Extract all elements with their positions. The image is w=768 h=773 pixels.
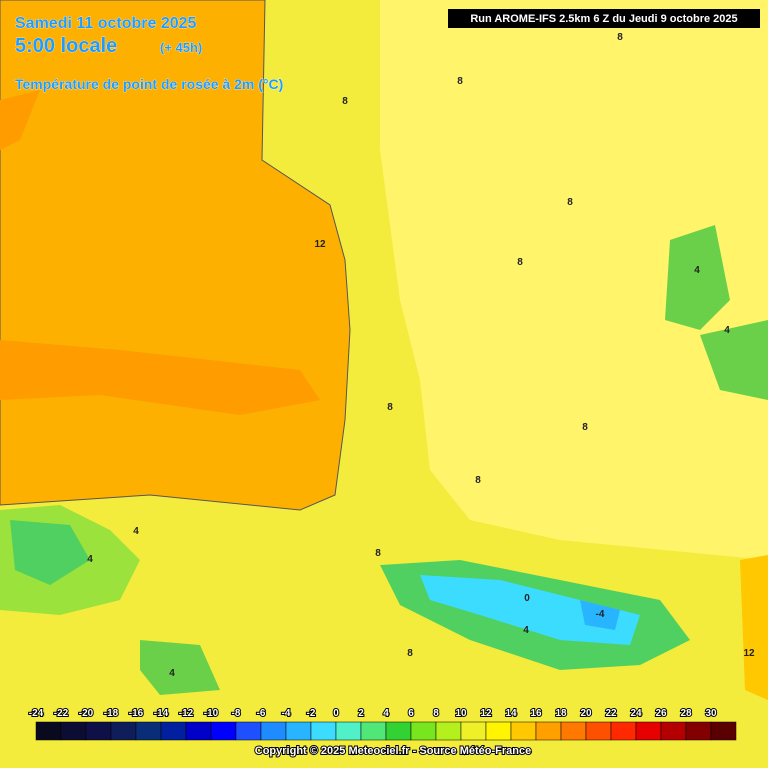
legend-swatch — [335, 721, 362, 741]
run-info: Run AROME-IFS 2.5km 6 Z du Jeudi 9 octob… — [470, 13, 737, 25]
land-light — [380, 0, 768, 560]
legend-swatch — [410, 721, 437, 741]
legend-swatch — [235, 721, 262, 741]
legend-tick-label: -10 — [204, 708, 219, 719]
legend-tick-label: 12 — [480, 708, 492, 719]
legend-swatch — [160, 721, 187, 741]
legend-tick-label: -4 — [282, 708, 291, 719]
legend-swatch — [710, 721, 737, 741]
ocean-warm — [0, 90, 40, 150]
pyrenees-cold — [580, 600, 620, 630]
contour-label: 0 — [524, 593, 530, 604]
contour-label: 4 — [523, 625, 529, 636]
lead-time: (+ 45h) — [160, 40, 202, 55]
legend-tick-label: -18 — [104, 708, 119, 719]
legend-tick-label: 28 — [680, 708, 692, 719]
legend-tick-label: -24 — [29, 708, 44, 719]
contour-label: 8 — [517, 257, 523, 268]
legend-tick-label: -2 — [307, 708, 316, 719]
legend-tick-label: 24 — [630, 708, 642, 719]
contour-label: 8 — [375, 548, 381, 559]
legend-swatch — [660, 721, 687, 741]
contour-label: 8 — [617, 32, 623, 43]
legend-tick-label: -6 — [257, 708, 266, 719]
green-zone — [10, 520, 90, 585]
legend-swatch — [85, 721, 112, 741]
legend-tick-label: -14 — [154, 708, 169, 719]
legend-swatch — [285, 721, 312, 741]
contour-label: 8 — [407, 648, 413, 659]
legend-swatch — [510, 721, 537, 741]
legend-tick-label: 22 — [605, 708, 617, 719]
legend-swatch — [560, 721, 587, 741]
contour-label: 8 — [475, 475, 481, 486]
legend-swatch — [135, 721, 162, 741]
ocean-warm — [0, 340, 320, 415]
contour-label: 12 — [743, 648, 755, 659]
legend-swatch — [485, 721, 512, 741]
legend-tick-label: -22 — [54, 708, 69, 719]
legend-tick-label: 10 — [455, 708, 467, 719]
time: 5:00 locale — [15, 35, 117, 57]
legend-swatch — [685, 721, 712, 741]
legend-swatch — [360, 721, 387, 741]
legend-tick-label: -16 — [129, 708, 144, 719]
legend-tick-label: 30 — [705, 708, 717, 719]
legend-tick-label: 4 — [383, 708, 389, 719]
legend-tick-label: 8 — [433, 708, 439, 719]
contour-label: 8 — [582, 422, 588, 433]
legend-swatch — [310, 721, 337, 741]
contour-label: 8 — [342, 96, 348, 107]
contour-label: 8 — [457, 76, 463, 87]
legend-tick-label: -20 — [79, 708, 94, 719]
contour-label: 4 — [724, 325, 730, 336]
legend-swatch — [460, 721, 487, 741]
legend-tick-label: 0 — [333, 708, 339, 719]
legend-tick-label: 2 — [358, 708, 364, 719]
legend-swatch — [535, 721, 562, 741]
legend-tick-label: 20 — [580, 708, 592, 719]
med-sea — [740, 555, 768, 700]
legend-tick-label: 6 — [408, 708, 414, 719]
contour-label: 4 — [87, 554, 93, 565]
green-zone — [140, 640, 220, 695]
date: Samedi 11 octobre 2025 — [15, 15, 197, 32]
contour-label: 4 — [694, 265, 700, 276]
legend-swatch — [635, 721, 662, 741]
parameter: Température de point de rosée à 2m (°C) — [15, 76, 283, 92]
legend-tick-label: 16 — [530, 708, 542, 719]
contour-label: 12 — [314, 239, 326, 250]
legend-swatch — [610, 721, 637, 741]
legend-tick-label: 18 — [555, 708, 567, 719]
contour-label: 4 — [133, 526, 139, 537]
contour-label: -4 — [596, 609, 605, 620]
copyright: Copyright © 2025 Meteociel.fr - Source M… — [255, 745, 531, 757]
legend-tick-label: -8 — [232, 708, 241, 719]
legend-swatch — [585, 721, 612, 741]
legend-swatch — [260, 721, 287, 741]
legend-tick-label: 14 — [505, 708, 517, 719]
legend-swatch — [110, 721, 137, 741]
run-box — [448, 9, 760, 28]
pyrenees-cold — [420, 575, 640, 645]
legend-swatch — [35, 721, 62, 741]
contour-label: 4 — [169, 668, 175, 679]
green-zone — [700, 320, 768, 400]
legend-swatch — [385, 721, 412, 741]
legend-swatch — [435, 721, 462, 741]
legend-swatch — [210, 721, 237, 741]
legend-swatch — [60, 721, 87, 741]
contour-label: 8 — [387, 402, 393, 413]
green-zone — [665, 225, 730, 330]
legend-tick-label: 26 — [655, 708, 667, 719]
legend-tick-label: -12 — [179, 708, 194, 719]
legend-swatch — [185, 721, 212, 741]
contour-label: 8 — [567, 197, 573, 208]
